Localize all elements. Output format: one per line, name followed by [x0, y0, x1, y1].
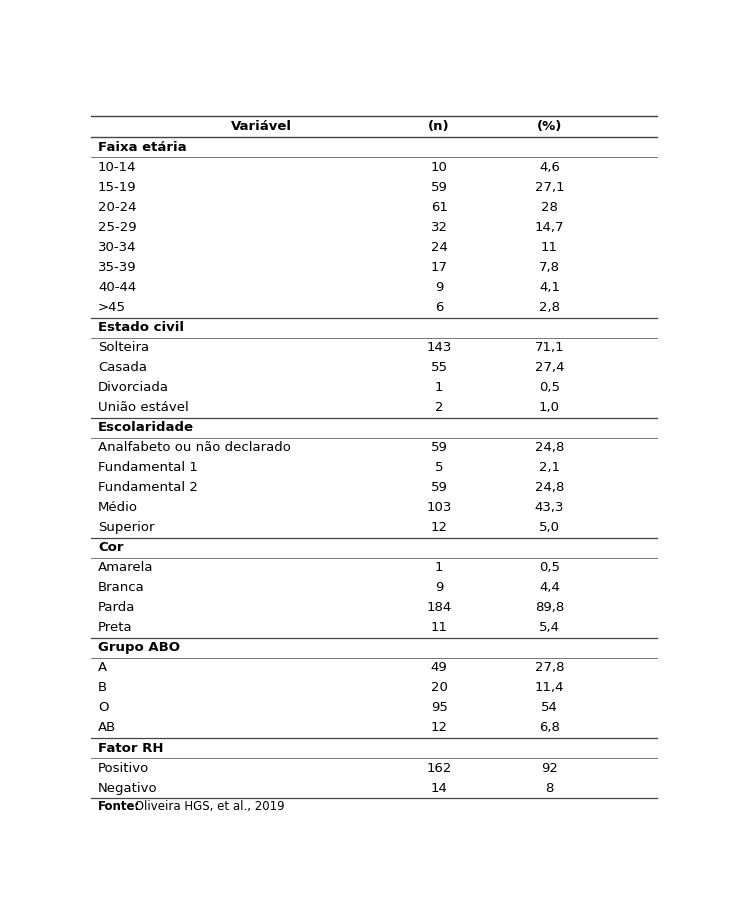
Text: 32: 32	[431, 221, 447, 234]
Text: 2: 2	[435, 401, 443, 414]
Text: 4,1: 4,1	[539, 281, 560, 294]
Text: 55: 55	[431, 361, 447, 374]
Text: 27,8: 27,8	[535, 662, 564, 675]
Text: 20-24: 20-24	[98, 201, 137, 214]
Text: 54: 54	[541, 701, 558, 715]
Text: Parda: Parda	[98, 601, 135, 614]
Text: 24: 24	[431, 241, 447, 254]
Text: 40-44: 40-44	[98, 281, 137, 294]
Text: 9: 9	[435, 581, 443, 594]
Text: 162: 162	[426, 761, 452, 774]
Text: 1: 1	[435, 381, 443, 394]
Text: Superior: Superior	[98, 521, 155, 535]
Text: 0,5: 0,5	[539, 561, 560, 574]
Text: 43,3: 43,3	[535, 501, 564, 515]
Text: 184: 184	[426, 601, 452, 614]
Text: O: O	[98, 701, 109, 715]
Text: 6,8: 6,8	[539, 721, 560, 735]
Text: Casada: Casada	[98, 361, 147, 374]
Text: 49: 49	[431, 662, 447, 675]
Text: 59: 59	[431, 441, 447, 454]
Text: A: A	[98, 662, 107, 675]
Text: 0,5: 0,5	[539, 381, 560, 394]
Text: (%): (%)	[537, 120, 562, 133]
Text: Fonte:: Fonte:	[98, 800, 140, 813]
Text: Negativo: Negativo	[98, 781, 158, 794]
Text: 5,0: 5,0	[539, 521, 560, 535]
Text: 9: 9	[435, 281, 443, 294]
Text: 10: 10	[431, 161, 447, 174]
Text: 1,0: 1,0	[539, 401, 560, 414]
Text: Escolaridade: Escolaridade	[98, 421, 194, 434]
Text: 27,1: 27,1	[534, 181, 564, 194]
Text: 28: 28	[541, 201, 558, 214]
Text: 1: 1	[435, 561, 443, 574]
Text: 2,8: 2,8	[539, 301, 560, 314]
Text: 10-14: 10-14	[98, 161, 137, 174]
Text: 11: 11	[431, 622, 447, 634]
Text: 5: 5	[435, 462, 443, 474]
Text: Divorciada: Divorciada	[98, 381, 169, 394]
Text: Médio: Médio	[98, 501, 138, 515]
Text: 103: 103	[426, 501, 452, 515]
Text: 14,7: 14,7	[535, 221, 564, 234]
Text: 24,8: 24,8	[535, 441, 564, 454]
Text: 2,1: 2,1	[539, 462, 560, 474]
Text: 59: 59	[431, 181, 447, 194]
Text: 71,1: 71,1	[534, 341, 564, 354]
Text: Fundamental 2: Fundamental 2	[98, 482, 198, 494]
Text: Cor: Cor	[98, 541, 123, 554]
Text: 4,6: 4,6	[539, 161, 560, 174]
Text: 20: 20	[431, 682, 447, 695]
Text: 30-34: 30-34	[98, 241, 137, 254]
Text: 5,4: 5,4	[539, 622, 560, 634]
Text: Fator RH: Fator RH	[98, 741, 164, 755]
Text: Faixa etária: Faixa etária	[98, 141, 187, 154]
Text: B: B	[98, 682, 107, 695]
Text: 92: 92	[541, 761, 558, 774]
Text: 61: 61	[431, 201, 447, 214]
Text: Branca: Branca	[98, 581, 145, 594]
Text: Solteira: Solteira	[98, 341, 149, 354]
Text: 35-39: 35-39	[98, 261, 137, 274]
Text: 24,8: 24,8	[535, 482, 564, 494]
Text: Grupo ABO: Grupo ABO	[98, 642, 180, 654]
Text: 7,8: 7,8	[539, 261, 560, 274]
Text: 4,4: 4,4	[539, 581, 560, 594]
Text: 95: 95	[431, 701, 447, 715]
Text: 15-19: 15-19	[98, 181, 137, 194]
Text: Fundamental 1: Fundamental 1	[98, 462, 198, 474]
Text: 6: 6	[435, 301, 443, 314]
Text: Positivo: Positivo	[98, 761, 150, 774]
Text: 8: 8	[545, 781, 553, 794]
Text: Oliveira HGS, et al., 2019: Oliveira HGS, et al., 2019	[131, 800, 285, 813]
Text: 12: 12	[431, 721, 447, 735]
Text: Amarela: Amarela	[98, 561, 153, 574]
Text: AB: AB	[98, 721, 116, 735]
Text: 89,8: 89,8	[535, 601, 564, 614]
Text: Estado civil: Estado civil	[98, 321, 184, 335]
Text: 14: 14	[431, 781, 447, 794]
Text: 11,4: 11,4	[535, 682, 564, 695]
Text: 143: 143	[426, 341, 452, 354]
Text: >45: >45	[98, 301, 126, 314]
Text: 17: 17	[431, 261, 447, 274]
Text: Variável: Variável	[231, 120, 291, 133]
Text: 27,4: 27,4	[535, 361, 564, 374]
Text: União estável: União estável	[98, 401, 189, 414]
Text: 25-29: 25-29	[98, 221, 137, 234]
Text: 11: 11	[541, 241, 558, 254]
Text: (n): (n)	[429, 120, 450, 133]
Text: Analfabeto ou não declarado: Analfabeto ou não declarado	[98, 441, 291, 454]
Text: 59: 59	[431, 482, 447, 494]
Text: 12: 12	[431, 521, 447, 535]
Text: Preta: Preta	[98, 622, 133, 634]
